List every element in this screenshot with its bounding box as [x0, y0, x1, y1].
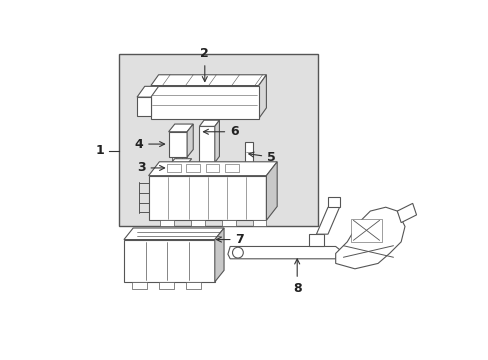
- Polygon shape: [151, 75, 266, 86]
- Polygon shape: [205, 164, 219, 172]
- Polygon shape: [244, 142, 252, 162]
- Polygon shape: [190, 220, 204, 226]
- Polygon shape: [199, 120, 219, 126]
- Polygon shape: [185, 282, 201, 289]
- Polygon shape: [350, 219, 381, 242]
- Text: 5: 5: [248, 150, 275, 164]
- Polygon shape: [123, 239, 214, 282]
- Polygon shape: [214, 228, 224, 282]
- Polygon shape: [168, 132, 187, 157]
- Polygon shape: [170, 164, 187, 176]
- Polygon shape: [308, 234, 324, 247]
- Polygon shape: [316, 207, 339, 234]
- Text: 4: 4: [134, 138, 164, 150]
- Polygon shape: [214, 120, 219, 163]
- Text: 2: 2: [200, 47, 209, 81]
- Polygon shape: [137, 86, 158, 97]
- Polygon shape: [167, 164, 181, 172]
- Polygon shape: [137, 97, 151, 116]
- Polygon shape: [335, 207, 404, 269]
- Text: 1: 1: [96, 144, 104, 157]
- Polygon shape: [186, 164, 200, 172]
- Circle shape: [232, 247, 243, 258]
- Polygon shape: [158, 282, 174, 289]
- Polygon shape: [396, 203, 416, 222]
- Polygon shape: [151, 86, 258, 119]
- Text: 6: 6: [203, 125, 238, 138]
- Polygon shape: [227, 247, 339, 259]
- Polygon shape: [327, 197, 339, 207]
- Polygon shape: [252, 220, 266, 226]
- Text: 8: 8: [292, 259, 301, 295]
- Polygon shape: [170, 159, 191, 164]
- Polygon shape: [199, 126, 214, 163]
- Polygon shape: [148, 162, 277, 176]
- Polygon shape: [258, 75, 266, 119]
- Polygon shape: [131, 282, 147, 289]
- Polygon shape: [119, 54, 317, 226]
- Polygon shape: [224, 164, 238, 172]
- Polygon shape: [123, 228, 224, 239]
- Polygon shape: [187, 124, 193, 157]
- Text: 3: 3: [137, 161, 164, 175]
- Polygon shape: [148, 176, 266, 220]
- Text: 7: 7: [216, 233, 244, 246]
- Polygon shape: [160, 220, 174, 226]
- Polygon shape: [168, 124, 193, 132]
- Polygon shape: [266, 162, 277, 220]
- Polygon shape: [221, 220, 235, 226]
